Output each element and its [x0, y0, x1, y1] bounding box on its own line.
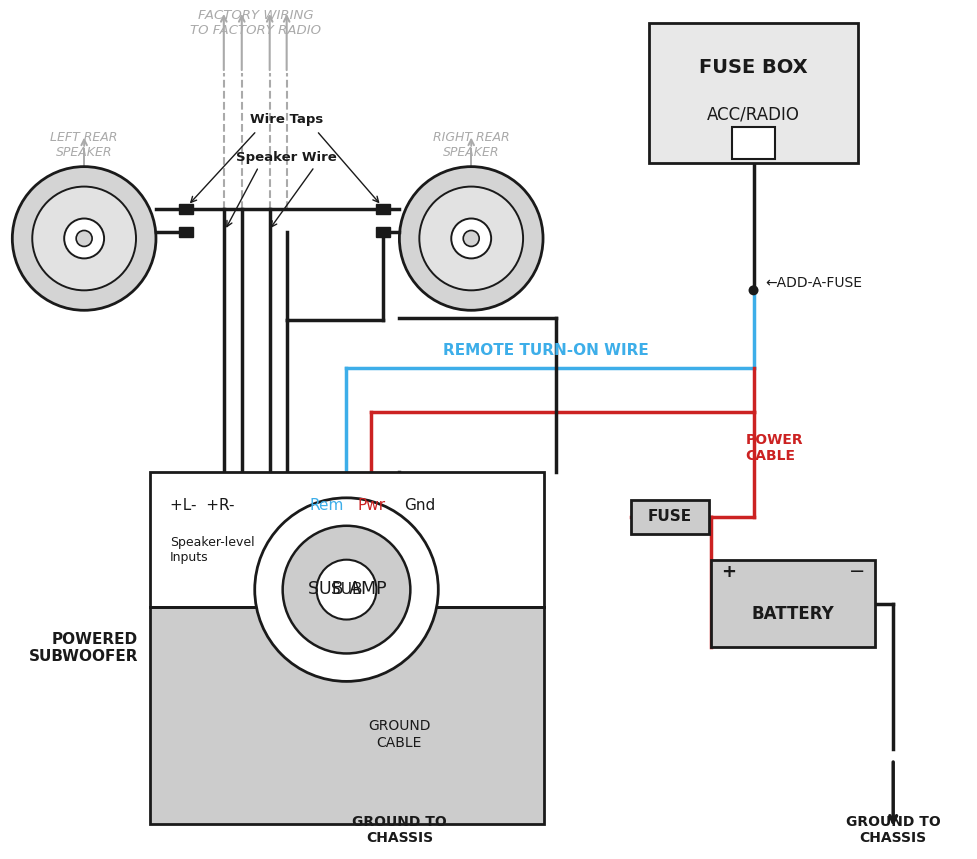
- Text: Gnd: Gnd: [404, 498, 435, 513]
- Circle shape: [13, 167, 155, 310]
- Circle shape: [747, 285, 758, 295]
- Text: GROUND
CABLE: GROUND CABLE: [367, 719, 430, 750]
- Text: Wire Taps: Wire Taps: [250, 113, 323, 125]
- Text: BATTERY: BATTERY: [750, 605, 833, 623]
- Text: RIGHT REAR
SPEAKER: RIGHT REAR SPEAKER: [433, 131, 509, 159]
- Text: Speaker Wire: Speaker Wire: [236, 150, 337, 164]
- Bar: [149, 472, 543, 606]
- Text: REMOTE TURN-ON WIRE: REMOTE TURN-ON WIRE: [443, 343, 649, 357]
- Bar: [149, 606, 543, 824]
- Circle shape: [419, 186, 523, 290]
- Bar: [179, 228, 192, 237]
- Text: Pwr: Pwr: [358, 498, 385, 513]
- Text: FUSE: FUSE: [647, 509, 691, 524]
- Text: GROUND TO
CHASSIS: GROUND TO CHASSIS: [845, 815, 940, 845]
- Bar: [376, 228, 390, 237]
- Circle shape: [463, 230, 479, 247]
- Circle shape: [399, 167, 542, 310]
- Text: ACC/RADIO: ACC/RADIO: [706, 106, 799, 124]
- Circle shape: [64, 218, 104, 259]
- Circle shape: [32, 186, 136, 290]
- Text: POWERED
SUBWOOFER: POWERED SUBWOOFER: [28, 631, 138, 664]
- Text: Speaker-level
Inputs: Speaker-level Inputs: [170, 536, 254, 564]
- Circle shape: [254, 498, 438, 681]
- Circle shape: [317, 560, 376, 619]
- Text: +: +: [720, 563, 736, 581]
- Bar: [179, 204, 192, 214]
- Text: FUSE BOX: FUSE BOX: [699, 58, 807, 77]
- Text: −: −: [848, 562, 865, 582]
- Bar: [376, 204, 390, 214]
- Text: Rem: Rem: [310, 498, 344, 513]
- Circle shape: [282, 526, 410, 654]
- Text: FACTORY WIRING
TO FACTORY RADIO: FACTORY WIRING TO FACTORY RADIO: [191, 9, 320, 37]
- Text: SUB: SUB: [330, 582, 361, 597]
- Text: +L-  +R-: +L- +R-: [170, 498, 234, 513]
- Bar: [630, 500, 708, 533]
- Bar: [648, 23, 858, 162]
- Circle shape: [76, 230, 92, 247]
- Bar: [710, 560, 874, 648]
- Circle shape: [450, 218, 490, 259]
- Text: LEFT REAR
SPEAKER: LEFT REAR SPEAKER: [51, 131, 117, 159]
- Text: GROUND TO
CHASSIS: GROUND TO CHASSIS: [352, 815, 446, 845]
- Bar: [731, 127, 775, 159]
- Text: SUB AMP: SUB AMP: [308, 580, 386, 598]
- Text: POWER
CABLE: POWER CABLE: [744, 433, 802, 463]
- Text: ←ADD-A-FUSE: ←ADD-A-FUSE: [765, 277, 862, 290]
